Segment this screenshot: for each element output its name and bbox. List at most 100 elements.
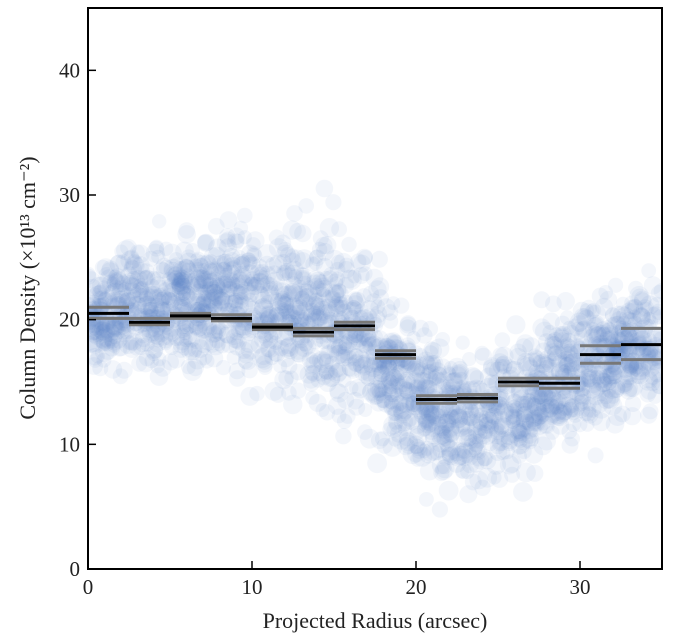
- scatter-point: [532, 419, 548, 435]
- scatter-point: [473, 423, 488, 439]
- scatter-point: [264, 257, 282, 275]
- scatter-point: [172, 341, 189, 358]
- scatter-point: [315, 304, 336, 324]
- scatter-point: [574, 393, 592, 411]
- scatter-point: [209, 324, 224, 340]
- scatter-point: [158, 282, 174, 298]
- scatter-point: [597, 376, 613, 392]
- scatter-point: [598, 368, 615, 385]
- scatter-point: [123, 259, 139, 275]
- scatter-point: [549, 393, 567, 411]
- scatter-point: [469, 442, 486, 459]
- scatter-point: [167, 269, 184, 286]
- scatter-point: [532, 385, 552, 404]
- scatter-point: [204, 336, 221, 353]
- scatter-point: [472, 433, 488, 449]
- scatter-point: [376, 358, 393, 375]
- scatter-point: [486, 454, 507, 475]
- scatter-point: [590, 326, 607, 343]
- scatter-point: [178, 222, 195, 239]
- scatter-point: [392, 363, 408, 380]
- scatter-point: [207, 217, 225, 235]
- scatter-point: [304, 365, 321, 381]
- scatter-point: [455, 400, 475, 419]
- scatter-point: [344, 361, 362, 379]
- scatter-point: [347, 291, 363, 307]
- scatter-point: [217, 267, 238, 288]
- scatter-point: [253, 312, 269, 327]
- scatter-point: [631, 306, 648, 323]
- scatter-point: [92, 284, 108, 300]
- scatter-point: [511, 448, 527, 464]
- scatter-point: [526, 409, 544, 427]
- scatter-point: [623, 377, 643, 397]
- scatter-point: [437, 449, 454, 466]
- scatter-point: [220, 231, 236, 248]
- scatter-point: [641, 263, 657, 278]
- scatter-point: [399, 340, 416, 358]
- scatter-point: [362, 382, 381, 401]
- scatter-point: [594, 347, 612, 365]
- scatter-point: [197, 233, 215, 252]
- scatter-point: [191, 269, 212, 290]
- scatter-point: [505, 408, 521, 424]
- scatter-point: [581, 402, 597, 418]
- scatter-point: [409, 397, 425, 413]
- scatter-point: [148, 240, 165, 257]
- scatter-point: [207, 286, 227, 306]
- scatter-point: [396, 410, 417, 431]
- scatter-point: [399, 432, 418, 452]
- scatter-point: [464, 473, 482, 491]
- scatter-point: [90, 325, 106, 342]
- scatter-point: [297, 312, 312, 327]
- scatter-point: [192, 255, 212, 274]
- scatter-point: [328, 276, 344, 291]
- scatter-point: [329, 284, 349, 304]
- scatter-point: [644, 306, 662, 324]
- scatter-point: [323, 370, 341, 387]
- scatter-point: [548, 402, 568, 422]
- scatter-point: [415, 379, 435, 398]
- scatter-point: [397, 371, 416, 390]
- scatter-point: [130, 262, 151, 282]
- scatter-point: [629, 344, 645, 361]
- scatter-point: [384, 368, 403, 387]
- scatter-point: [391, 430, 412, 450]
- scatter-point: [379, 351, 399, 371]
- scatter-point: [420, 405, 440, 424]
- scatter-point: [365, 386, 385, 405]
- scatter-point: [526, 464, 544, 482]
- scatter-point: [494, 332, 511, 348]
- scatter-point: [548, 398, 565, 415]
- scatter-point: [472, 380, 488, 396]
- scatter-point: [572, 301, 591, 320]
- scatter-point: [199, 284, 218, 303]
- scatter-point: [559, 349, 578, 368]
- scatter-point: [544, 339, 564, 358]
- scatter-point: [289, 345, 307, 363]
- scatter-point: [160, 327, 179, 346]
- scatter-point: [444, 378, 461, 395]
- scatter-point: [384, 401, 399, 416]
- scatter-point: [314, 274, 329, 290]
- scatter-point: [232, 253, 252, 273]
- scatter-point: [279, 263, 296, 279]
- scatter-point: [589, 365, 609, 385]
- scatter-point: [606, 378, 626, 399]
- scatter-point: [337, 391, 355, 409]
- scatter-point: [595, 297, 613, 316]
- scatter-point: [137, 270, 154, 288]
- scatter-point: [302, 307, 322, 328]
- scatter-point: [146, 345, 162, 361]
- scatter-point: [566, 318, 585, 337]
- scatter-point: [380, 351, 399, 370]
- scatter-point: [526, 397, 542, 412]
- scatter-point: [450, 407, 468, 425]
- scatter-point: [275, 267, 291, 282]
- scatter-point: [315, 288, 333, 307]
- scatter-point: [598, 285, 613, 300]
- scatter-point: [222, 272, 240, 290]
- scatter-point: [200, 270, 217, 287]
- scatter-point: [206, 336, 226, 356]
- scatter-point: [609, 305, 627, 323]
